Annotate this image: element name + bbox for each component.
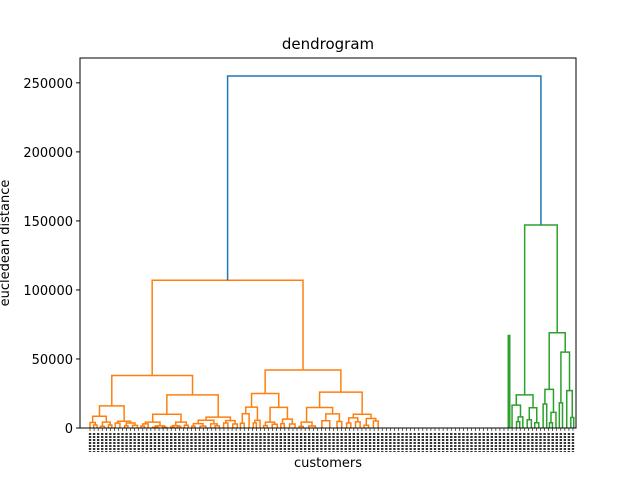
dendrogram-link <box>252 422 258 428</box>
dendrogram-link <box>526 419 533 428</box>
x-axis-label: customers <box>294 456 362 471</box>
dendrogram-link <box>533 421 540 428</box>
orange-cluster-link <box>151 279 304 376</box>
dendrogram-link <box>548 331 566 390</box>
dendrogram-links <box>89 75 575 429</box>
dendrogram-link <box>98 405 125 422</box>
dendrogram-link <box>264 369 342 394</box>
dendrogram-link <box>517 416 524 428</box>
dendrogram-link <box>345 422 352 428</box>
dendrogram-link <box>354 421 361 428</box>
dendrogram-link <box>318 391 363 415</box>
dendrogram-link <box>199 425 207 428</box>
dendrogram-link <box>244 406 259 421</box>
dendrogram-link <box>224 419 236 424</box>
dendrogram-link <box>550 411 557 428</box>
chart-title: dendrogram <box>282 35 374 53</box>
dendrogram-link <box>372 420 379 428</box>
dendrogram-link <box>89 421 97 428</box>
dendrogram-link <box>269 406 289 423</box>
dendrogram-link <box>300 421 313 427</box>
dendrogram-link <box>558 402 564 428</box>
dendrogram-link <box>114 422 121 428</box>
dendrogram-link <box>280 422 285 428</box>
dendrogram-link <box>197 419 215 424</box>
dendrogram-link <box>250 392 280 408</box>
y-tick-label: 250000 <box>23 77 73 92</box>
dendrogram-link <box>205 416 232 421</box>
dendrogram-link <box>347 417 359 423</box>
dendrogram-link <box>515 394 534 408</box>
y-tick-label: 100000 <box>23 284 73 299</box>
dendrogram-link <box>222 422 229 428</box>
dendrogram-link <box>241 412 250 428</box>
y-axis-ticks: 0 50000 100000 150000 200000 250000 <box>23 77 80 437</box>
y-axis-label: eucledean distance <box>0 180 13 307</box>
root-link <box>226 75 542 281</box>
dendrogram-link <box>166 394 219 418</box>
dendrogram-link <box>123 424 129 428</box>
dendrogram-link <box>271 423 279 428</box>
green-cluster-link <box>523 224 558 395</box>
dendrogram-link <box>570 416 575 428</box>
dendrogram-link <box>281 418 294 424</box>
dendrogram-link <box>305 406 334 423</box>
y-tick-label: 200000 <box>23 146 73 161</box>
y-tick-label: 150000 <box>23 215 73 230</box>
dendrogram-link <box>174 421 188 426</box>
y-tick-label: 50000 <box>32 353 73 368</box>
dendrogram-link <box>169 426 175 428</box>
dendrogram-link <box>507 334 511 428</box>
dendrogram-link <box>560 351 571 403</box>
plot-frame <box>79 57 577 429</box>
dendrogram-link <box>151 413 182 423</box>
dendrogram-link <box>254 419 261 428</box>
dendrogram-link <box>239 422 245 428</box>
dendrogram-link <box>144 421 161 426</box>
dendrogram-link <box>262 424 268 428</box>
dendrogram-link <box>214 425 221 428</box>
dendrogram-link <box>111 374 194 406</box>
dendrogram-link <box>288 423 296 428</box>
y-tick-label: 0 <box>65 422 73 437</box>
dendrogram-link <box>192 422 204 427</box>
dendrogram-link <box>515 420 521 428</box>
dendrogram-link <box>321 419 331 428</box>
dendrogram-link <box>528 407 538 423</box>
dendrogram-link <box>107 424 113 428</box>
dendrogram-link <box>365 417 377 426</box>
dendrogram-link <box>548 421 554 428</box>
dendrogram-link <box>232 423 239 428</box>
x-axis-ticks <box>88 428 575 452</box>
dendrogram-link <box>542 403 548 428</box>
dendrogram-link <box>363 424 370 428</box>
dendrogram-link <box>183 424 189 428</box>
dendrogram-link <box>209 423 218 428</box>
dendrogram-link <box>91 415 108 423</box>
dendrogram-link <box>336 420 343 428</box>
dendrogram-link <box>101 421 111 427</box>
